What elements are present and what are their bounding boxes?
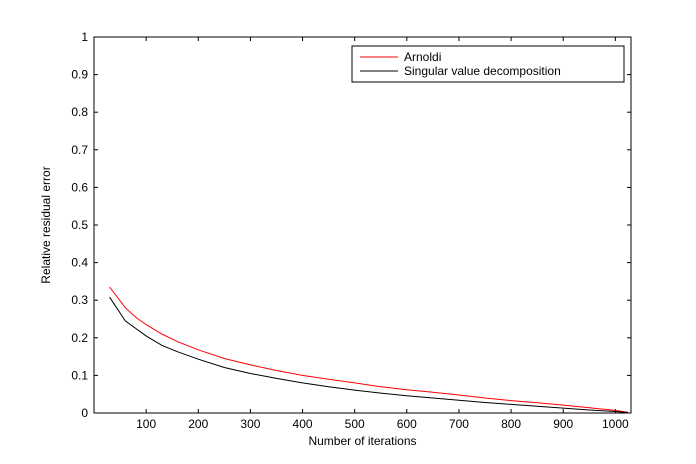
y-tick-label: 0.3 [71, 293, 88, 307]
x-tick-label: 700 [449, 417, 469, 431]
legend-label: Arnoldi [404, 50, 441, 64]
series-lines [109, 286, 628, 414]
x-tick-label: 400 [293, 417, 313, 431]
series-line-svd [109, 296, 628, 414]
y-tick-label: 1 [81, 30, 88, 44]
plot-area [93, 36, 632, 414]
legend-label: Singular value decomposition [404, 64, 561, 78]
y-tick-label: 0.7 [71, 143, 88, 157]
x-tick-label: 300 [240, 417, 260, 431]
x-tick-label: 500 [345, 417, 365, 431]
y-tick-label: 0.1 [71, 368, 88, 382]
y-tick-label: 0.6 [71, 180, 88, 194]
legend-box [351, 45, 625, 83]
y-tick-label: 0.5 [71, 218, 88, 232]
x-tick-label: 900 [553, 417, 573, 431]
y-tick-label: 0.2 [71, 331, 88, 345]
axis-ticks: 100 200 300 400 500 600 700 800 900 1000 0 0.1 0.2 0.… [71, 30, 631, 431]
x-tick-label: 200 [188, 417, 208, 431]
x-tick-label: 800 [501, 417, 521, 431]
series-line-arnoldi [109, 286, 628, 413]
y-axis-label: Relative residual error [39, 166, 53, 283]
y-tick-label: 0.8 [71, 105, 88, 119]
x-tick-label: 600 [397, 417, 417, 431]
x-axis-label: Number of iterations [308, 434, 416, 448]
x-tick-label: 100 [136, 417, 156, 431]
y-tick-label: 0 [81, 406, 88, 420]
y-tick-label: 0.9 [71, 68, 88, 82]
x-tick-label: 1000 [602, 417, 629, 431]
y-tick-label: 0.4 [71, 256, 88, 270]
